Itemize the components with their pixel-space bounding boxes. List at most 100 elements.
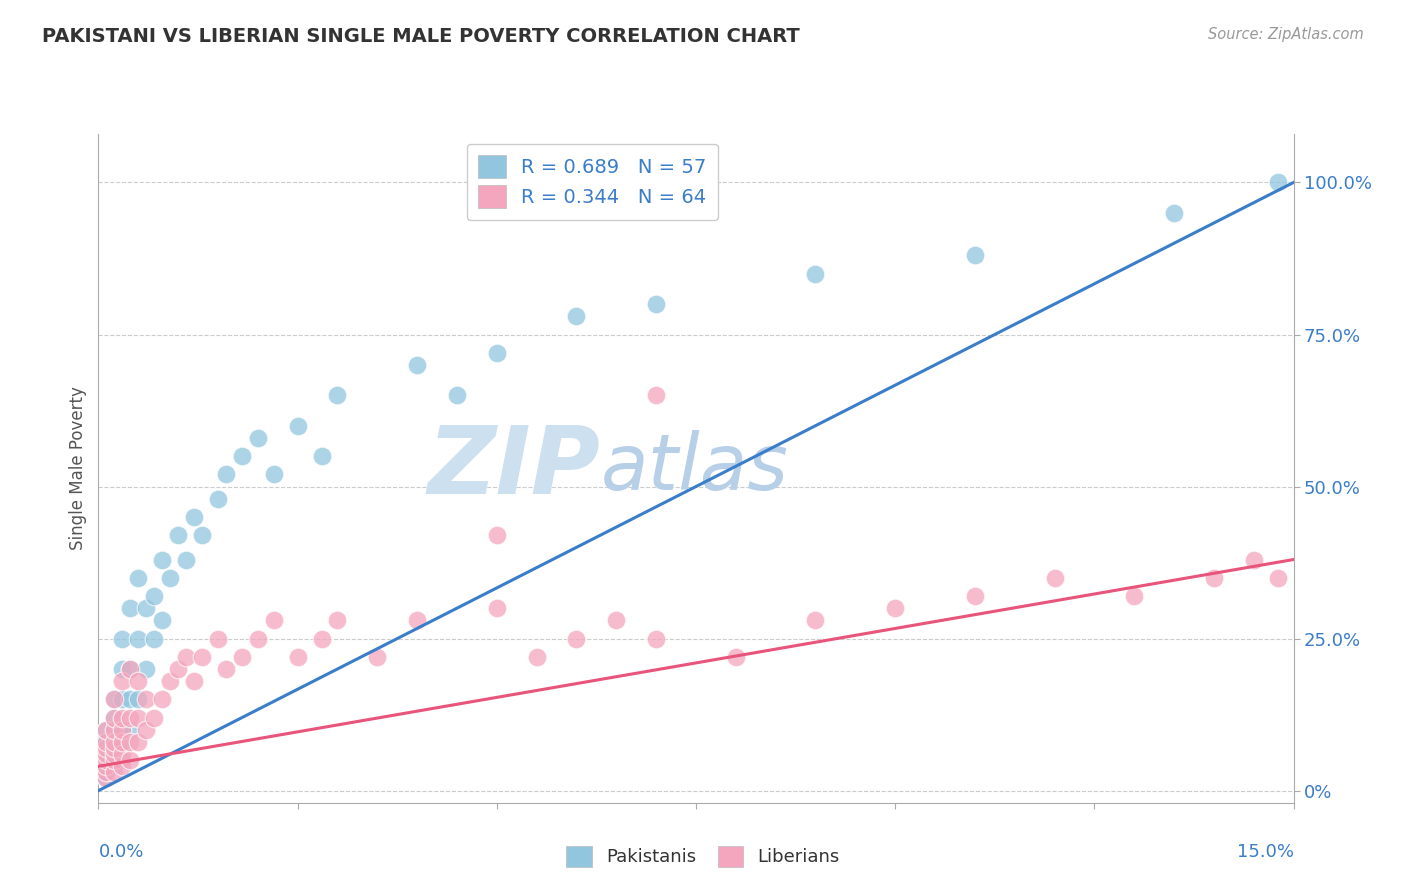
Point bbox=[143, 711, 166, 725]
Point bbox=[311, 449, 333, 463]
Point bbox=[111, 747, 134, 761]
Point bbox=[127, 632, 149, 646]
Point bbox=[311, 632, 333, 646]
Point bbox=[96, 753, 118, 767]
Point bbox=[120, 692, 142, 706]
Point bbox=[103, 735, 125, 749]
Point bbox=[96, 723, 118, 737]
Point bbox=[111, 753, 134, 767]
Text: Source: ZipAtlas.com: Source: ZipAtlas.com bbox=[1208, 27, 1364, 42]
Point bbox=[103, 723, 125, 737]
Point bbox=[150, 613, 173, 627]
Point bbox=[135, 723, 157, 737]
Point bbox=[135, 692, 157, 706]
Point bbox=[103, 723, 125, 737]
Point bbox=[1267, 571, 1289, 585]
Point bbox=[111, 692, 134, 706]
Point bbox=[96, 772, 118, 786]
Point bbox=[96, 741, 118, 756]
Point bbox=[96, 765, 118, 780]
Point bbox=[103, 759, 125, 773]
Point bbox=[231, 649, 253, 664]
Text: 0.0%: 0.0% bbox=[98, 843, 143, 861]
Point bbox=[127, 735, 149, 749]
Point bbox=[103, 747, 125, 761]
Point bbox=[191, 649, 214, 664]
Point bbox=[111, 735, 134, 749]
Point bbox=[963, 248, 986, 262]
Point bbox=[485, 345, 508, 359]
Point bbox=[103, 753, 125, 767]
Point bbox=[326, 613, 349, 627]
Text: atlas: atlas bbox=[600, 430, 789, 507]
Point bbox=[1267, 176, 1289, 190]
Point bbox=[96, 753, 118, 767]
Point bbox=[406, 613, 429, 627]
Point bbox=[96, 747, 118, 761]
Point bbox=[120, 735, 142, 749]
Point bbox=[103, 692, 125, 706]
Point bbox=[120, 723, 142, 737]
Point bbox=[135, 662, 157, 676]
Point bbox=[103, 765, 125, 780]
Point bbox=[183, 510, 205, 524]
Point bbox=[96, 765, 118, 780]
Point bbox=[103, 692, 125, 706]
Point bbox=[485, 528, 508, 542]
Legend: R = 0.689   N = 57, R = 0.344   N = 64: R = 0.689 N = 57, R = 0.344 N = 64 bbox=[467, 144, 718, 219]
Point bbox=[263, 613, 285, 627]
Point bbox=[111, 674, 134, 689]
Point bbox=[406, 358, 429, 372]
Point bbox=[96, 735, 118, 749]
Point bbox=[215, 662, 238, 676]
Point bbox=[191, 528, 214, 542]
Point bbox=[724, 649, 747, 664]
Point bbox=[143, 589, 166, 603]
Point bbox=[1123, 589, 1146, 603]
Point bbox=[1243, 552, 1265, 566]
Y-axis label: Single Male Poverty: Single Male Poverty bbox=[69, 386, 87, 550]
Point bbox=[127, 674, 149, 689]
Point bbox=[111, 759, 134, 773]
Point bbox=[111, 723, 134, 737]
Point bbox=[127, 571, 149, 585]
Point bbox=[120, 711, 142, 725]
Point bbox=[645, 632, 668, 646]
Point bbox=[183, 674, 205, 689]
Point bbox=[111, 632, 134, 646]
Point bbox=[96, 772, 118, 786]
Point bbox=[804, 267, 827, 281]
Point bbox=[645, 388, 668, 402]
Point bbox=[804, 613, 827, 627]
Point bbox=[96, 723, 118, 737]
Point bbox=[96, 747, 118, 761]
Point bbox=[446, 388, 468, 402]
Point bbox=[159, 571, 181, 585]
Text: 15.0%: 15.0% bbox=[1236, 843, 1294, 861]
Point bbox=[111, 711, 134, 725]
Point bbox=[96, 741, 118, 756]
Point bbox=[1043, 571, 1066, 585]
Point bbox=[565, 310, 588, 324]
Legend: Pakistanis, Liberians: Pakistanis, Liberians bbox=[560, 838, 846, 874]
Point bbox=[174, 649, 197, 664]
Point bbox=[143, 632, 166, 646]
Point bbox=[174, 552, 197, 566]
Point bbox=[96, 735, 118, 749]
Point bbox=[207, 632, 229, 646]
Point bbox=[287, 649, 309, 664]
Point bbox=[159, 674, 181, 689]
Point bbox=[167, 662, 190, 676]
Point bbox=[111, 723, 134, 737]
Point bbox=[111, 735, 134, 749]
Point bbox=[150, 692, 173, 706]
Point bbox=[485, 601, 508, 615]
Point bbox=[287, 418, 309, 433]
Point bbox=[884, 601, 907, 615]
Point bbox=[246, 632, 269, 646]
Point bbox=[565, 632, 588, 646]
Point bbox=[127, 711, 149, 725]
Point bbox=[231, 449, 253, 463]
Point bbox=[120, 662, 142, 676]
Point bbox=[366, 649, 388, 664]
